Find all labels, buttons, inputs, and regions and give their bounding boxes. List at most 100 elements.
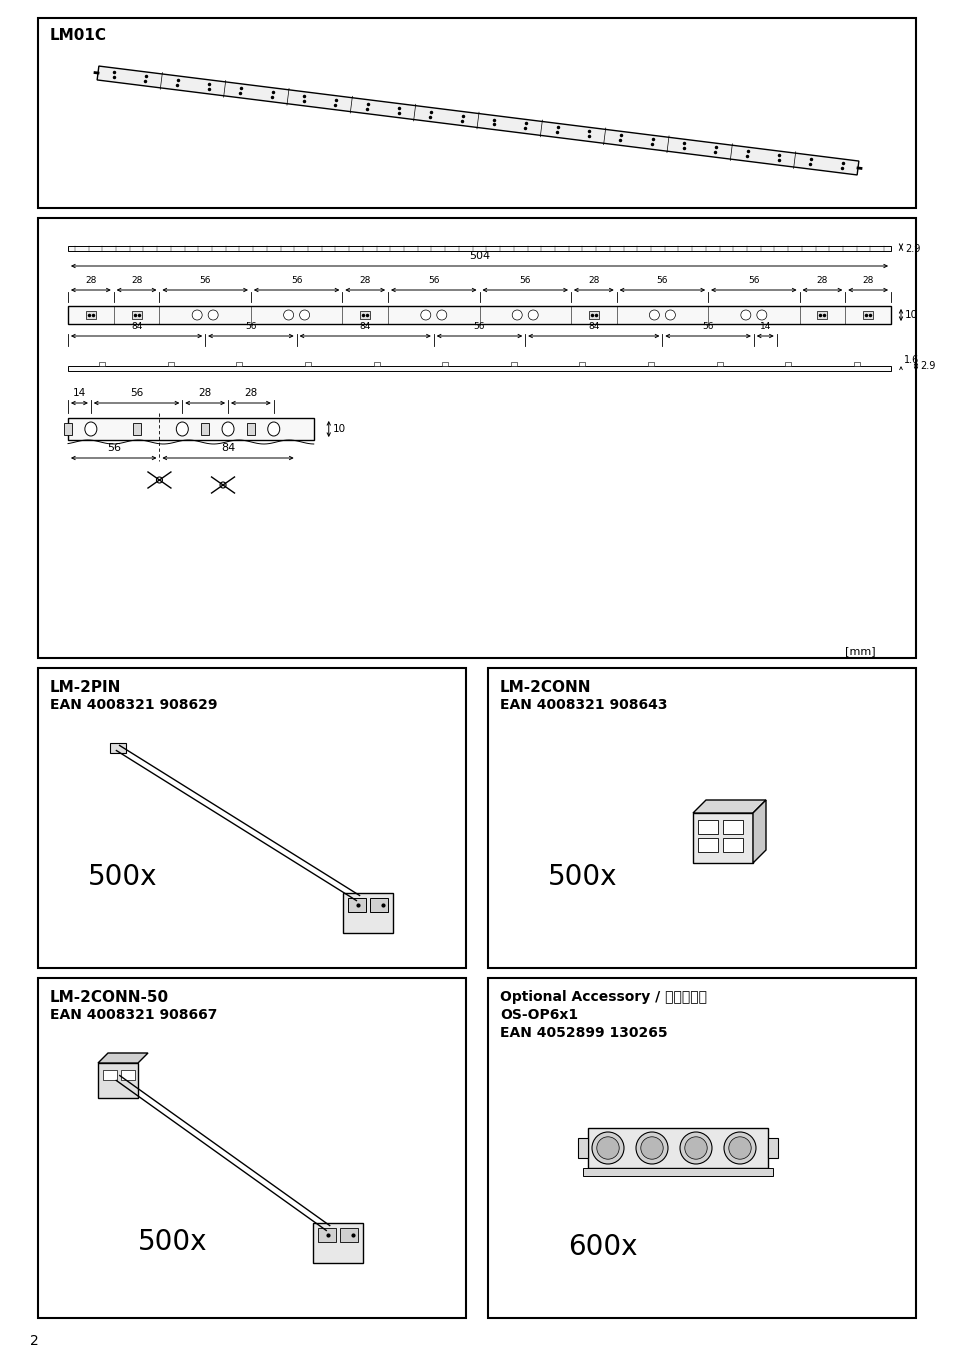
Bar <box>38 978 465 1317</box>
Bar <box>374 362 379 366</box>
Text: 56: 56 <box>701 322 713 330</box>
Text: 28: 28 <box>359 276 371 284</box>
Polygon shape <box>98 1053 148 1063</box>
Text: EAN 4008321 908667: EAN 4008321 908667 <box>50 1007 217 1022</box>
Circle shape <box>592 1132 623 1164</box>
Circle shape <box>299 310 310 320</box>
Circle shape <box>640 1137 662 1159</box>
Bar <box>784 362 790 366</box>
Circle shape <box>420 310 431 320</box>
Bar <box>488 978 915 1317</box>
Text: 2.9: 2.9 <box>919 362 934 371</box>
Text: EAN 4008321 908643: EAN 4008321 908643 <box>499 699 667 712</box>
Text: 56: 56 <box>519 276 531 284</box>
Circle shape <box>192 310 202 320</box>
Polygon shape <box>97 66 858 175</box>
Text: [mm]: [mm] <box>844 646 875 655</box>
Text: 2: 2 <box>30 1334 39 1349</box>
Polygon shape <box>692 800 765 812</box>
Bar <box>370 898 388 913</box>
Text: 56: 56 <box>291 276 302 284</box>
Bar <box>110 743 126 753</box>
Circle shape <box>664 310 675 320</box>
Text: 1.6: 1.6 <box>903 355 919 366</box>
Text: 28: 28 <box>85 276 96 284</box>
Text: LM-2CONN: LM-2CONN <box>499 680 591 695</box>
Text: 500x: 500x <box>88 862 157 891</box>
Text: LM01C: LM01C <box>50 28 107 43</box>
Bar <box>716 362 721 366</box>
Text: 56: 56 <box>428 276 439 284</box>
Bar <box>132 422 140 435</box>
Bar <box>510 362 517 366</box>
Polygon shape <box>313 1223 363 1263</box>
Text: 56: 56 <box>656 276 667 284</box>
Bar <box>488 668 915 968</box>
Circle shape <box>649 310 659 320</box>
Circle shape <box>723 1132 755 1164</box>
Text: 600x: 600x <box>567 1233 637 1261</box>
Bar <box>64 422 71 435</box>
Text: 84: 84 <box>587 322 598 330</box>
Ellipse shape <box>176 422 188 436</box>
Bar <box>442 362 448 366</box>
Bar <box>317 1228 335 1242</box>
Bar <box>698 838 718 852</box>
Text: 56: 56 <box>199 276 211 284</box>
Text: 500x: 500x <box>138 1228 208 1257</box>
Text: 14: 14 <box>72 389 86 398</box>
Bar <box>305 362 311 366</box>
Text: OS-OP6x1: OS-OP6x1 <box>499 1007 578 1022</box>
Text: 10: 10 <box>904 310 917 320</box>
Polygon shape <box>343 894 393 933</box>
Text: 28: 28 <box>587 276 598 284</box>
Bar <box>247 422 254 435</box>
Text: EAN 4052899 130265: EAN 4052899 130265 <box>499 1026 667 1040</box>
Circle shape <box>436 310 446 320</box>
Text: LM-2CONN-50: LM-2CONN-50 <box>50 990 169 1005</box>
Text: 28: 28 <box>244 389 257 398</box>
Bar <box>722 821 742 834</box>
Text: 504: 504 <box>469 250 490 261</box>
Circle shape <box>512 310 521 320</box>
Bar <box>103 1070 117 1080</box>
Circle shape <box>684 1137 706 1159</box>
Bar <box>201 422 209 435</box>
Bar <box>168 362 173 366</box>
Text: 500x: 500x <box>547 862 617 891</box>
Bar <box>38 218 915 658</box>
Circle shape <box>756 310 766 320</box>
Circle shape <box>283 310 294 320</box>
Bar <box>68 306 890 324</box>
Bar <box>817 311 826 320</box>
Bar <box>588 311 598 320</box>
Polygon shape <box>98 1063 138 1098</box>
Bar <box>578 362 585 366</box>
Bar <box>68 366 890 371</box>
Text: LM-2PIN: LM-2PIN <box>50 680 121 695</box>
Ellipse shape <box>222 422 233 436</box>
Polygon shape <box>582 1169 772 1177</box>
Text: 84: 84 <box>359 322 371 330</box>
Text: 56: 56 <box>107 443 121 454</box>
Text: 10: 10 <box>333 424 346 435</box>
Text: 56: 56 <box>747 276 759 284</box>
Text: EAN 4008321 908629: EAN 4008321 908629 <box>50 699 217 712</box>
Text: 84: 84 <box>131 322 142 330</box>
Polygon shape <box>587 1128 767 1169</box>
Polygon shape <box>578 1137 587 1158</box>
Polygon shape <box>692 812 752 862</box>
Ellipse shape <box>85 422 97 436</box>
Circle shape <box>636 1132 667 1164</box>
Text: 28: 28 <box>198 389 212 398</box>
Text: 56: 56 <box>474 322 485 330</box>
Bar <box>339 1228 357 1242</box>
Text: 56: 56 <box>245 322 256 330</box>
Text: Optional Accessory / 選擇性配件: Optional Accessory / 選擇性配件 <box>499 990 706 1005</box>
Bar <box>132 311 141 320</box>
Bar <box>722 838 742 852</box>
Circle shape <box>740 310 750 320</box>
Circle shape <box>597 1137 618 1159</box>
Text: 14: 14 <box>759 322 770 330</box>
Bar <box>647 362 653 366</box>
